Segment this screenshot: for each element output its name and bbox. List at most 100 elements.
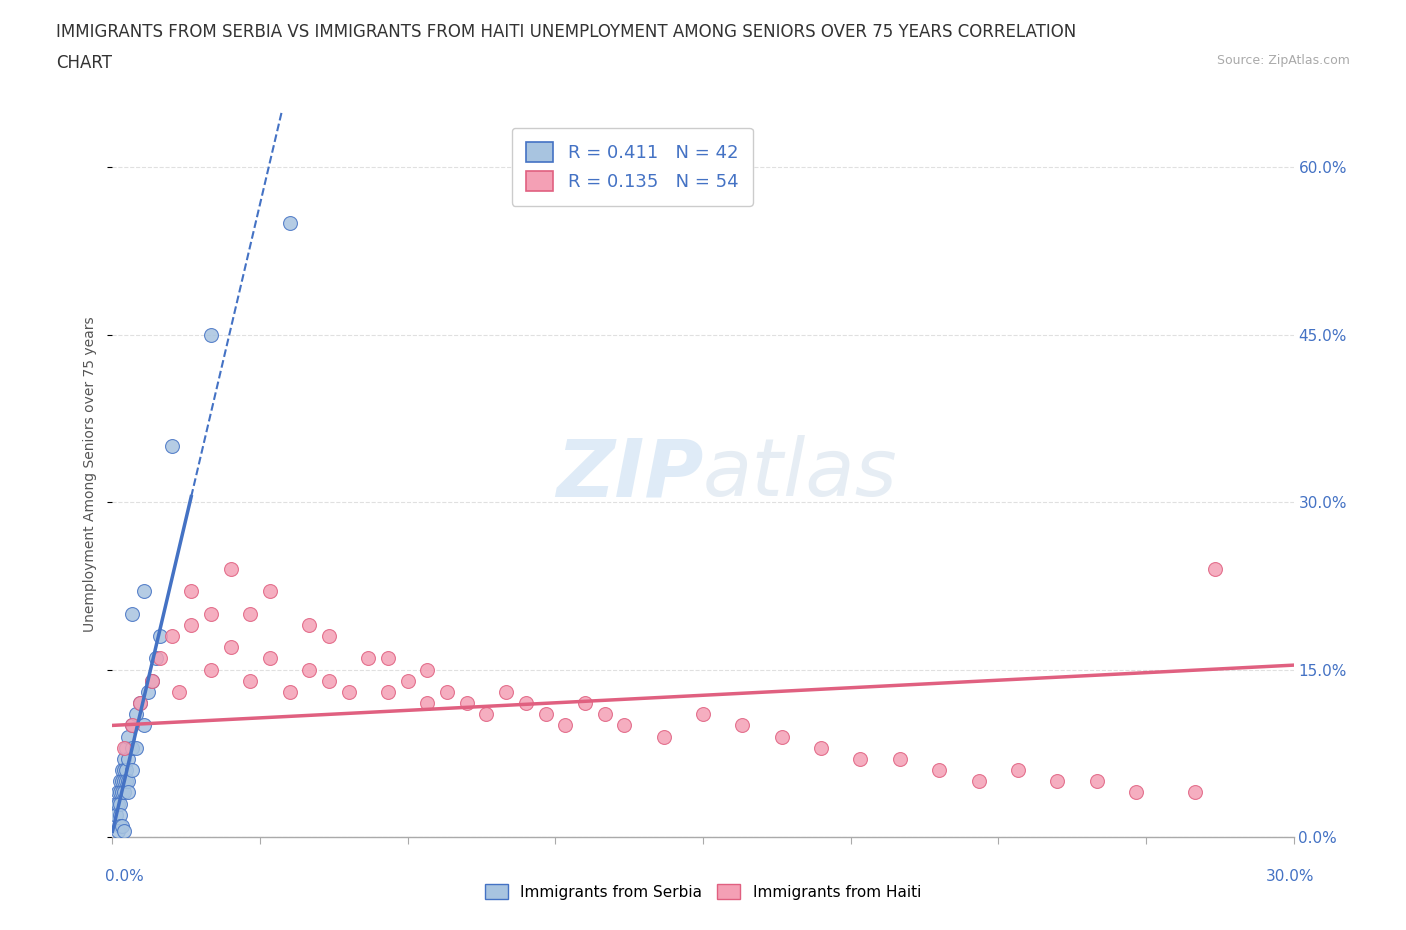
Point: [318, 673, 340, 688]
Point: [180, 618, 202, 632]
Point: [111, 763, 134, 777]
Text: 0.0%: 0.0%: [105, 870, 145, 884]
Point: [593, 707, 616, 722]
Point: [169, 684, 191, 699]
Point: [110, 785, 132, 800]
Point: [110, 818, 132, 833]
Point: [117, 785, 139, 800]
Text: 30.0%: 30.0%: [1267, 870, 1315, 884]
Point: [515, 696, 537, 711]
Text: IMMIGRANTS FROM SERBIA VS IMMIGRANTS FROM HAITI UNEMPLOYMENT AMONG SENIORS OVER : IMMIGRANTS FROM SERBIA VS IMMIGRANTS FRO…: [56, 23, 1077, 41]
Point: [357, 651, 380, 666]
Point: [107, 824, 129, 839]
Point: [613, 718, 636, 733]
Point: [132, 584, 155, 599]
Point: [554, 718, 576, 733]
Point: [928, 763, 950, 777]
Point: [115, 740, 138, 755]
Text: atlas: atlas: [703, 435, 898, 513]
Point: [160, 439, 183, 454]
Point: [200, 606, 222, 621]
Point: [475, 707, 498, 722]
Point: [160, 629, 183, 644]
Point: [111, 785, 134, 800]
Point: [129, 696, 152, 711]
Point: [111, 774, 134, 789]
Point: [1204, 562, 1226, 577]
Point: [110, 774, 132, 789]
Point: [259, 651, 281, 666]
Point: [125, 740, 148, 755]
Point: [416, 696, 439, 711]
Point: [259, 584, 281, 599]
Point: [1184, 785, 1206, 800]
Point: [1125, 785, 1147, 800]
Point: [145, 651, 167, 666]
Text: Source: ZipAtlas.com: Source: ZipAtlas.com: [1216, 54, 1350, 67]
Point: [112, 763, 135, 777]
Point: [377, 684, 399, 699]
Point: [112, 774, 135, 789]
Point: [692, 707, 714, 722]
Point: [121, 606, 143, 621]
Point: [456, 696, 478, 711]
Point: [112, 824, 135, 839]
Point: [219, 562, 242, 577]
Point: [121, 718, 143, 733]
Point: [121, 740, 143, 755]
Point: [117, 729, 139, 744]
Point: [141, 673, 163, 688]
Point: [967, 774, 990, 789]
Point: [180, 584, 202, 599]
Point: [278, 216, 301, 231]
Point: [416, 662, 439, 677]
Point: [278, 684, 301, 699]
Point: [111, 818, 134, 833]
Point: [574, 696, 596, 711]
Point: [121, 763, 143, 777]
Point: [889, 751, 911, 766]
Point: [1085, 774, 1108, 789]
Point: [200, 662, 222, 677]
Point: [337, 684, 360, 699]
Point: [107, 796, 129, 811]
Text: CHART: CHART: [56, 54, 112, 72]
Point: [117, 751, 139, 766]
Point: [112, 740, 135, 755]
Point: [534, 707, 557, 722]
Point: [125, 707, 148, 722]
Point: [149, 629, 172, 644]
Point: [239, 606, 262, 621]
Point: [107, 785, 129, 800]
Point: [105, 796, 128, 811]
Point: [298, 618, 321, 632]
Point: [810, 740, 832, 755]
Point: [110, 807, 132, 822]
Point: [377, 651, 399, 666]
Point: [396, 673, 419, 688]
Point: [149, 651, 172, 666]
Point: [849, 751, 872, 766]
Point: [115, 774, 138, 789]
Point: [239, 673, 262, 688]
Point: [121, 718, 143, 733]
Point: [136, 684, 159, 699]
Point: [652, 729, 675, 744]
Point: [298, 662, 321, 677]
Point: [132, 718, 155, 733]
Text: ZIP: ZIP: [555, 435, 703, 513]
Point: [200, 327, 222, 342]
Point: [219, 640, 242, 655]
Point: [105, 807, 128, 822]
Point: [115, 763, 138, 777]
Y-axis label: Unemployment Among Seniors over 75 years: Unemployment Among Seniors over 75 years: [83, 316, 97, 632]
Point: [110, 796, 132, 811]
Legend: R = 0.411   N = 42, R = 0.135   N = 54: R = 0.411 N = 42, R = 0.135 N = 54: [512, 128, 752, 206]
Point: [129, 696, 152, 711]
Legend: Immigrants from Serbia, Immigrants from Haiti: Immigrants from Serbia, Immigrants from …: [479, 877, 927, 906]
Point: [495, 684, 517, 699]
Point: [436, 684, 458, 699]
Point: [112, 751, 135, 766]
Point: [1046, 774, 1069, 789]
Point: [1007, 763, 1029, 777]
